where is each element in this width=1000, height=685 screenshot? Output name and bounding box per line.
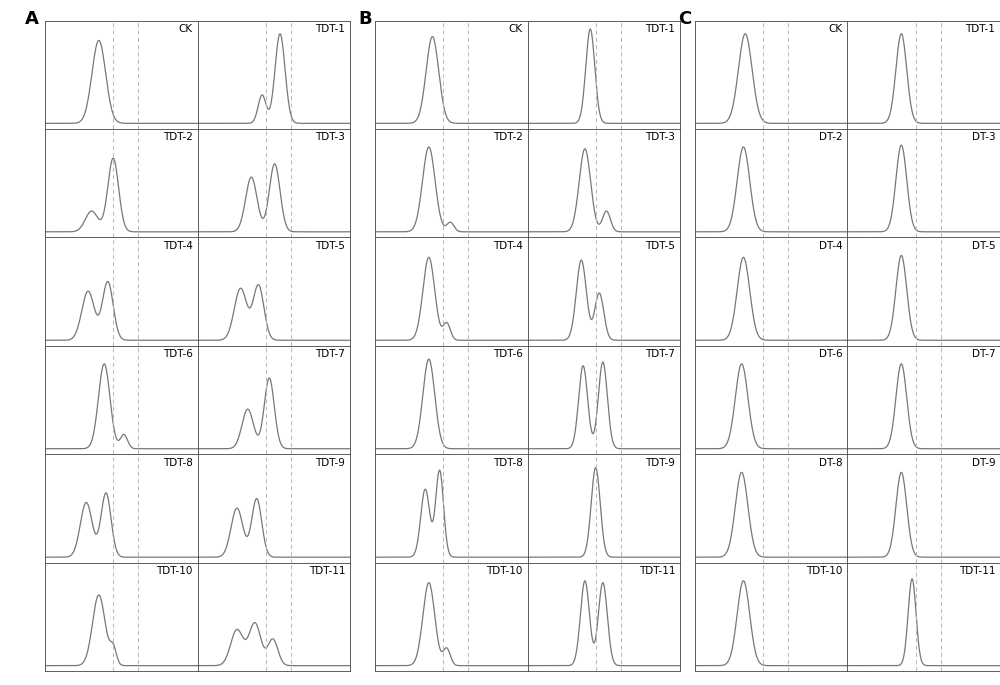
Text: TDT-8: TDT-8	[163, 458, 193, 468]
Text: TDT-4: TDT-4	[493, 240, 523, 251]
Text: TDT-9: TDT-9	[316, 458, 345, 468]
Text: TDT-3: TDT-3	[316, 132, 345, 142]
Text: TDT-6: TDT-6	[493, 349, 523, 359]
Text: TDT-10: TDT-10	[487, 566, 523, 576]
Text: B: B	[358, 10, 372, 28]
Text: DT-4: DT-4	[819, 240, 843, 251]
Text: TDT-11: TDT-11	[959, 566, 995, 576]
Text: TDT-11: TDT-11	[639, 566, 675, 576]
Text: CK: CK	[829, 24, 843, 34]
Text: TDT-7: TDT-7	[646, 349, 675, 359]
Text: DT-9: DT-9	[972, 458, 995, 468]
Text: TDT-1: TDT-1	[316, 24, 345, 34]
Text: TDT-4: TDT-4	[163, 240, 193, 251]
Text: TDT-3: TDT-3	[646, 132, 675, 142]
Text: DT-2: DT-2	[819, 132, 843, 142]
Text: TDT-11: TDT-11	[309, 566, 345, 576]
Text: TDT-2: TDT-2	[163, 132, 193, 142]
Text: TDT-8: TDT-8	[493, 458, 523, 468]
Text: TDT-6: TDT-6	[163, 349, 193, 359]
Text: TDT-5: TDT-5	[646, 240, 675, 251]
Text: DT-7: DT-7	[972, 349, 995, 359]
Text: TDT-1: TDT-1	[646, 24, 675, 34]
Text: TDT-10: TDT-10	[157, 566, 193, 576]
Text: C: C	[678, 10, 691, 28]
Text: A: A	[25, 10, 39, 28]
Text: TDT-9: TDT-9	[646, 458, 675, 468]
Text: DT-5: DT-5	[972, 240, 995, 251]
Text: TDT-7: TDT-7	[316, 349, 345, 359]
Text: DT-6: DT-6	[819, 349, 843, 359]
Text: TDT-2: TDT-2	[493, 132, 523, 142]
Text: TDT-10: TDT-10	[807, 566, 843, 576]
Text: TDT-1: TDT-1	[966, 24, 995, 34]
Text: CK: CK	[509, 24, 523, 34]
Text: CK: CK	[179, 24, 193, 34]
Text: DT-8: DT-8	[819, 458, 843, 468]
Text: DT-3: DT-3	[972, 132, 995, 142]
Text: TDT-5: TDT-5	[316, 240, 345, 251]
